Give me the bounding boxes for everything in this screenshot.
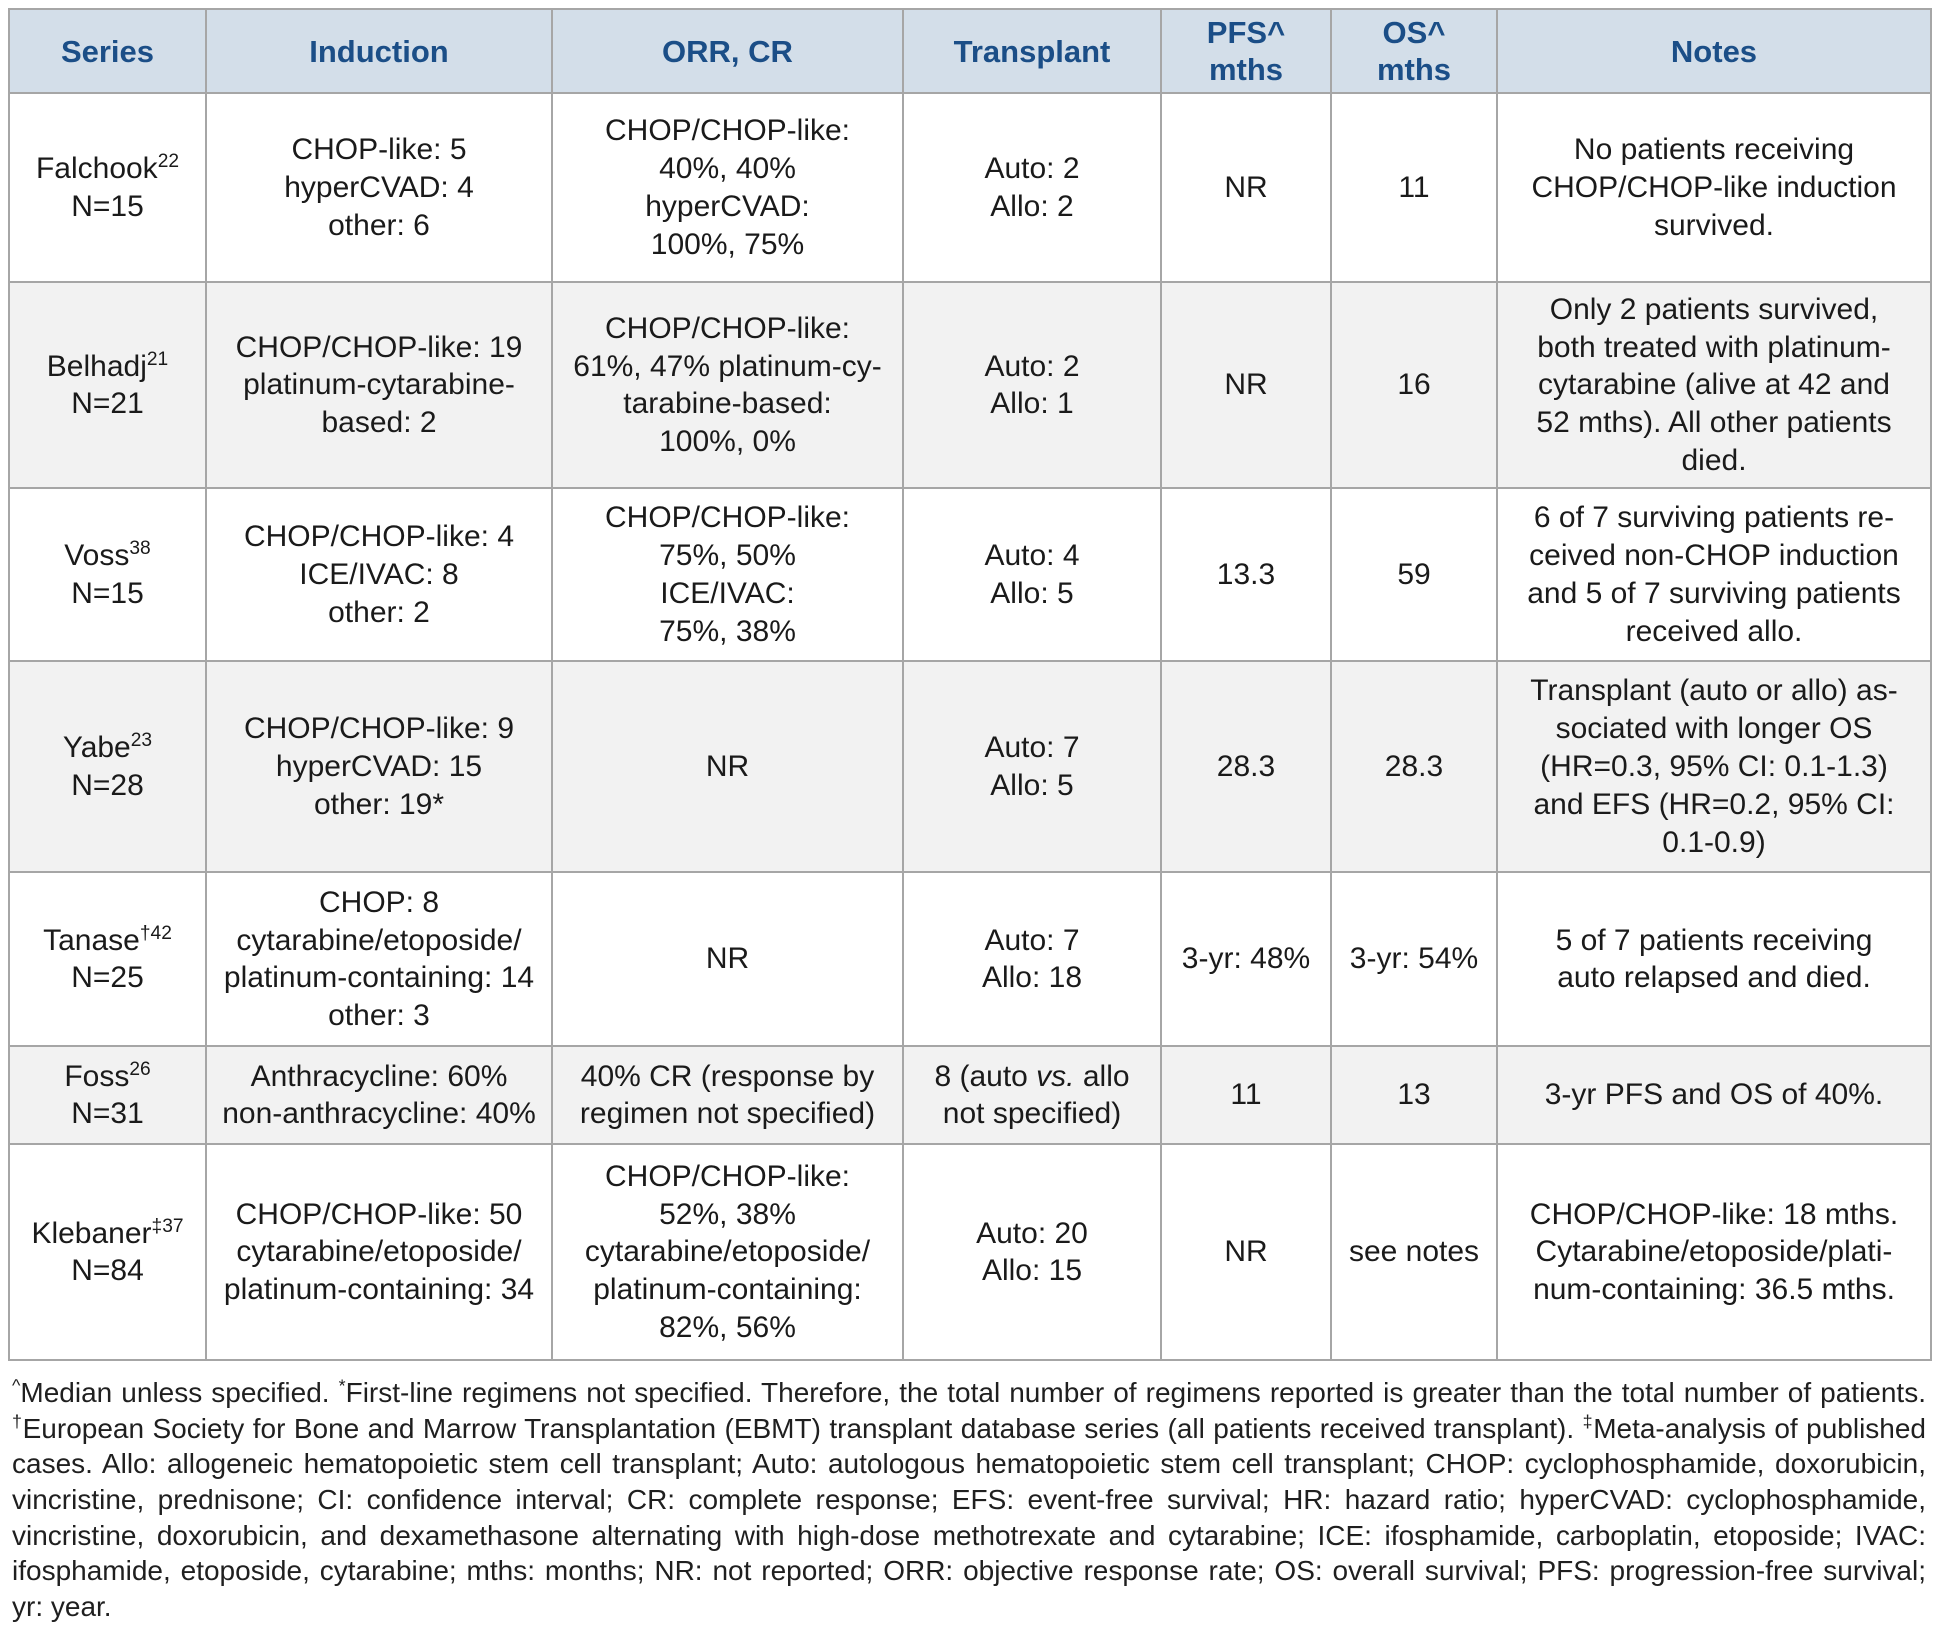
cell-os: 11 [1330,92,1498,284]
table-header: Series Induction ORR, CR Transplant PFS^… [8,7,1932,95]
table-row: Belhadj21 N=21 CHOP/CHOP-like: 19 platinu… [8,281,1932,490]
cell-induction: CHOP/CHOP-like: 19 platinum-cytarabine- … [205,281,553,490]
col-header-series: Series [8,7,207,95]
cell-os: 28.3 [1330,660,1498,874]
series-n: N=21 [71,387,144,421]
cell-induction: CHOP/CHOP-like: 9 hyperCVAD: 15 other: 1… [205,660,553,874]
cell-induction: CHOP-like: 5 hyperCVAD: 4 other: 6 [205,92,553,284]
series-n: N=15 [71,189,144,223]
series-author: Klebaner [31,1216,152,1250]
results-table: Series Induction ORR, CR Transplant PFS^… [8,7,1932,1362]
col-header-induction: Induction [205,7,553,95]
footnote-marker-double-dagger: ‡ [1582,1411,1594,1432]
cell-os: 59 [1330,487,1498,663]
cell-os: 3-yr: 54% [1330,871,1498,1048]
cell-orr-cr: NR [551,660,904,874]
series-citation: 23 [130,730,153,752]
cell-orr-cr: CHOP/CHOP-like: 61%, 47% platinum-cy- ta… [551,281,904,490]
series-author: Tanase [43,923,140,957]
cell-notes: 5 of 7 patients receiving auto relapsed … [1496,871,1932,1048]
footnote-segment: European Society for Bone and Marrow Tra… [22,1412,1583,1444]
table-row: Klebaner‡37 N=84 CHOP/CHOP-like: 50 cytar… [8,1143,1932,1362]
cell-orr-cr: CHOP/CHOP-like: 40%, 40% hyperCVAD: 100%… [551,92,904,284]
cell-induction: Anthracycline: 60% non-anthracycline: 40… [205,1045,553,1146]
cell-os: 16 [1330,281,1498,490]
cell-series: Tanase†42 N=25 [8,871,207,1048]
cell-transplant: 8 (auto vs. allo not specified) [902,1045,1162,1146]
table-row: Falchook22 N=15 CHOP-like: 5 hyperCVAD: 4… [8,92,1932,284]
footnote: ^Median unless specified. *First-line re… [8,1375,1930,1624]
series-citation: 22 [157,151,180,173]
series-n: N=84 [71,1254,144,1288]
cell-orr-cr: NR [551,871,904,1048]
series-citation: †42 [139,922,172,944]
cell-induction: CHOP/CHOP-like: 4 ICE/IVAC: 8 other: 2 [205,487,553,663]
cell-pfs: 13.3 [1160,487,1332,663]
footnote-marker-dagger: † [12,1411,23,1432]
cell-os: see notes [1330,1143,1498,1362]
series-citation: ‡37 [151,1215,184,1237]
cell-series: Belhadj21 N=21 [8,281,207,490]
cell-transplant: Auto: 20 Allo: 15 [902,1143,1162,1362]
footnote-marker-asterisk: * [338,1376,346,1397]
cell-pfs: 3-yr: 48% [1160,871,1332,1048]
cell-induction: CHOP: 8 cytarabine/etoposide/ platinum-c… [205,871,553,1048]
series-n: N=28 [71,768,144,802]
cell-series: Falchook22 N=15 [8,92,207,284]
cell-notes: Only 2 patients survived, both treated w… [1496,281,1932,490]
cell-notes: CHOP/CHOP-like: 18 mths. Cytarabine/etop… [1496,1143,1932,1362]
series-author: Falchook [35,152,158,186]
cell-transplant: Auto: 2 Allo: 1 [902,281,1162,490]
cell-transplant: Auto: 4 Allo: 5 [902,487,1162,663]
col-header-transplant: Transplant [902,7,1162,95]
series-citation: 26 [129,1058,151,1080]
series-citation: 21 [146,348,169,370]
cell-notes: Transplant (auto or allo) as- sociated w… [1496,660,1932,874]
footnote-segment: Meta-analysis of published cases. Allo: … [12,1412,1927,1622]
cell-notes: No patients receiving CHOP/CHOP-like ind… [1496,92,1932,284]
footnote-segment: First-line regimens not specified. There… [345,1377,1926,1409]
cell-series: Klebaner‡37 N=84 [8,1143,207,1362]
cell-pfs: NR [1160,1143,1332,1362]
table-body: Falchook22 N=15 CHOP-like: 5 hyperCVAD: 4… [8,92,1932,1362]
table-row: Yabe23 N=28 CHOP/CHOP-like: 9 hyperCVAD: … [8,660,1932,874]
table-row: Voss38 N=15 CHOP/CHOP-like: 4 ICE/IVAC: 8… [8,487,1932,663]
series-author: Foss [64,1059,130,1093]
header-row: Series Induction ORR, CR Transplant PFS^… [8,7,1932,95]
series-n: N=31 [71,1097,144,1131]
cell-induction: CHOP/CHOP-like: 50 cytarabine/etoposide/… [205,1143,553,1362]
table-row: Foss26 N=31 Anthracycline: 60% non-anthra… [8,1045,1932,1146]
cell-pfs: 11 [1160,1045,1332,1146]
series-citation: 38 [129,538,151,560]
cell-os: 13 [1330,1045,1498,1146]
series-author: Voss [64,539,130,573]
cell-series: Foss26 N=31 [8,1045,207,1146]
cell-pfs: 28.3 [1160,660,1332,874]
footnote-segment: Median unless specified. [20,1377,339,1409]
cell-transplant: Auto: 2 Allo: 2 [902,92,1162,284]
footnote-marker-caret: ^ [12,1376,21,1397]
cell-transplant: Auto: 7 Allo: 5 [902,660,1162,874]
cell-pfs: NR [1160,281,1332,490]
cell-series: Yabe23 N=28 [8,660,207,874]
col-header-os: OS^ mths [1330,7,1498,95]
col-header-orr-cr: ORR, CR [551,7,904,95]
table-row: Tanase†42 N=25 CHOP: 8 cytarabine/etoposi… [8,871,1932,1048]
col-header-pfs: PFS^ mths [1160,7,1332,95]
series-author: Belhadj [46,349,147,383]
series-n: N=15 [71,576,144,610]
cell-transplant: Auto: 7 Allo: 18 [902,871,1162,1048]
cell-notes: 6 of 7 surviving patients re- ceived non… [1496,487,1932,663]
col-header-notes: Notes [1496,7,1932,95]
cell-orr-cr: CHOP/CHOP-like: 75%, 50% ICE/IVAC: 75%, … [551,487,904,663]
cell-orr-cr: CHOP/CHOP-like: 52%, 38% cytarabine/etop… [551,1143,904,1362]
cell-pfs: NR [1160,92,1332,284]
cell-series: Voss38 N=15 [8,487,207,663]
series-author: Yabe [62,731,131,765]
cell-notes: 3-yr PFS and OS of 40%. [1496,1045,1932,1146]
series-n: N=25 [71,961,144,995]
cell-orr-cr: 40% CR (response by regimen not specifie… [551,1045,904,1146]
